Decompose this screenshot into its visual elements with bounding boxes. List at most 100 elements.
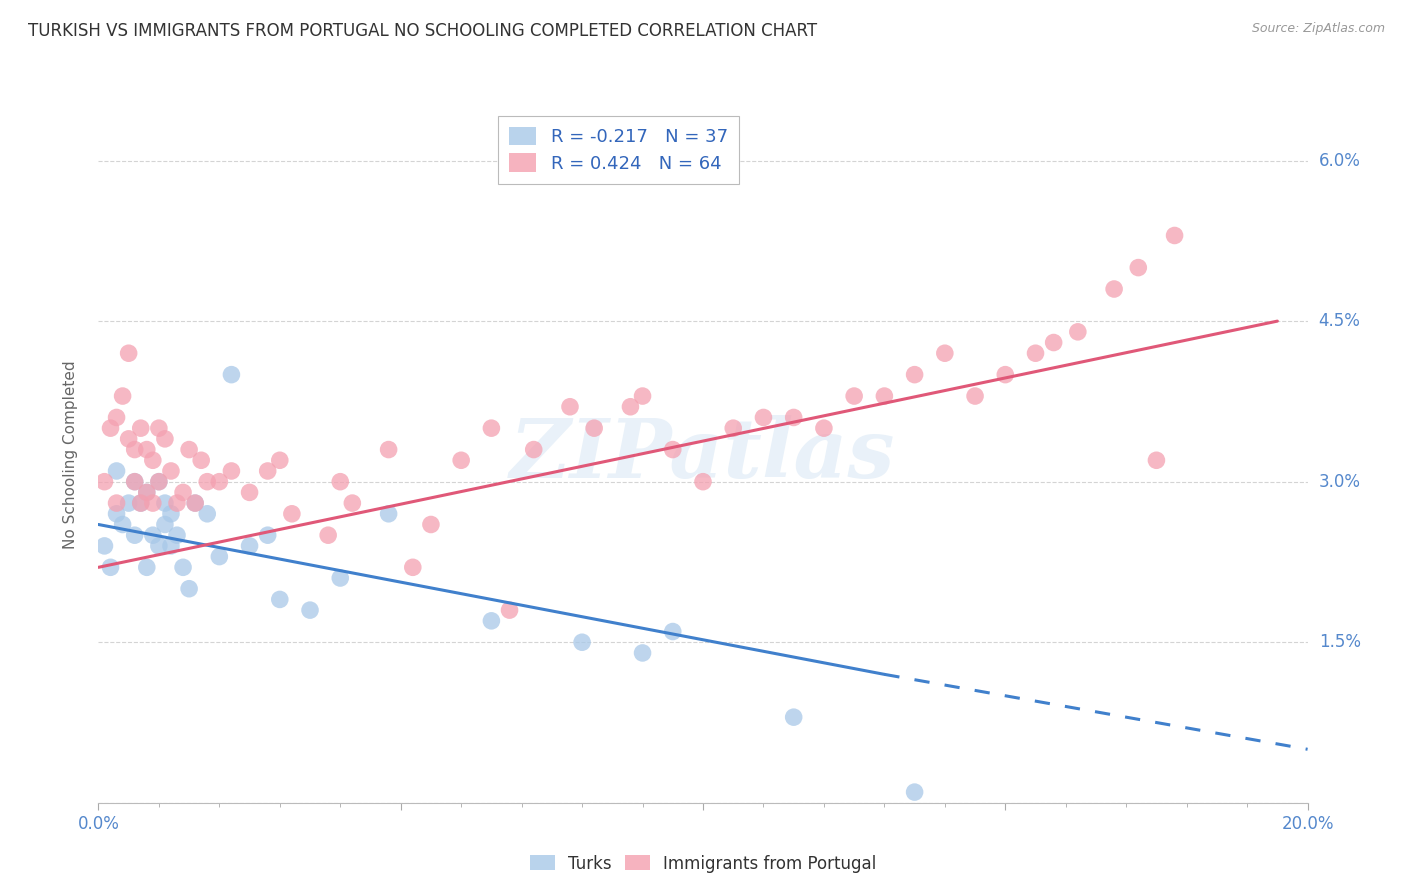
Point: [135, 485, 157, 500]
Point: [153, 432, 176, 446]
Point: [190, 453, 212, 467]
Point: [153, 517, 176, 532]
Point: [571, 635, 593, 649]
Point: [118, 346, 141, 360]
Legend: R = -0.217   N = 37, R = 0.424   N = 64: R = -0.217 N = 37, R = 0.424 N = 64: [498, 116, 738, 184]
Text: 6.0%: 6.0%: [1319, 152, 1361, 169]
Point: [105, 496, 128, 510]
Point: [129, 496, 152, 510]
Point: [148, 421, 170, 435]
Point: [160, 507, 183, 521]
Point: [184, 496, 207, 510]
Point: [498, 603, 520, 617]
Point: [208, 475, 231, 489]
Point: [184, 496, 207, 510]
Point: [1163, 228, 1185, 243]
Point: [118, 432, 141, 446]
Point: [105, 507, 128, 521]
Legend: Turks, Immigrants from Portugal: Turks, Immigrants from Portugal: [523, 848, 883, 880]
Point: [419, 517, 441, 532]
Point: [269, 453, 291, 467]
Point: [1067, 325, 1090, 339]
Point: [153, 496, 176, 510]
Point: [721, 421, 744, 435]
Point: [631, 389, 654, 403]
Point: [177, 582, 201, 596]
Point: [105, 464, 128, 478]
Point: [904, 368, 927, 382]
Point: [661, 442, 683, 457]
Point: [994, 368, 1017, 382]
Point: [124, 442, 146, 457]
Point: [377, 507, 399, 521]
Point: [166, 496, 188, 510]
Point: [281, 507, 304, 521]
Point: [111, 517, 134, 532]
Y-axis label: No Schooling Completed: No Schooling Completed: [63, 360, 77, 549]
Point: [583, 421, 606, 435]
Point: [195, 507, 218, 521]
Text: ZIPatlas: ZIPatlas: [510, 415, 896, 495]
Text: Source: ZipAtlas.com: Source: ZipAtlas.com: [1251, 22, 1385, 36]
Point: [124, 475, 146, 489]
Point: [402, 560, 425, 574]
Point: [558, 400, 581, 414]
Point: [195, 475, 218, 489]
Point: [111, 389, 134, 403]
Point: [148, 475, 170, 489]
Point: [844, 389, 866, 403]
Point: [1024, 346, 1046, 360]
Point: [135, 560, 157, 574]
Text: TURKISH VS IMMIGRANTS FROM PORTUGAL NO SCHOOLING COMPLETED CORRELATION CHART: TURKISH VS IMMIGRANTS FROM PORTUGAL NO S…: [28, 22, 817, 40]
Text: 4.5%: 4.5%: [1319, 312, 1361, 330]
Point: [904, 785, 927, 799]
Point: [752, 410, 775, 425]
Point: [148, 475, 170, 489]
Point: [105, 410, 128, 425]
Point: [172, 485, 194, 500]
Point: [129, 496, 152, 510]
Point: [523, 442, 546, 457]
Point: [160, 539, 183, 553]
Point: [873, 389, 896, 403]
Point: [124, 528, 146, 542]
Point: [481, 421, 503, 435]
Point: [221, 464, 243, 478]
Point: [208, 549, 231, 564]
Point: [100, 421, 122, 435]
Point: [965, 389, 987, 403]
Point: [661, 624, 683, 639]
Point: [160, 464, 183, 478]
Point: [239, 539, 262, 553]
Point: [481, 614, 503, 628]
Point: [329, 571, 352, 585]
Point: [269, 592, 291, 607]
Point: [1128, 260, 1150, 275]
Point: [1102, 282, 1125, 296]
Point: [1144, 453, 1167, 467]
Point: [631, 646, 654, 660]
Point: [692, 475, 714, 489]
Point: [93, 475, 115, 489]
Point: [166, 528, 188, 542]
Point: [342, 496, 364, 510]
Point: [377, 442, 399, 457]
Point: [93, 539, 115, 553]
Point: [142, 453, 165, 467]
Point: [934, 346, 956, 360]
Point: [450, 453, 472, 467]
Point: [135, 485, 157, 500]
Text: 1.5%: 1.5%: [1319, 633, 1361, 651]
Point: [619, 400, 641, 414]
Point: [118, 496, 141, 510]
Point: [100, 560, 122, 574]
Point: [1042, 335, 1064, 350]
Point: [329, 475, 352, 489]
Point: [221, 368, 243, 382]
Point: [256, 528, 278, 542]
Point: [299, 603, 322, 617]
Point: [316, 528, 339, 542]
Point: [782, 710, 804, 724]
Text: 3.0%: 3.0%: [1319, 473, 1361, 491]
Point: [177, 442, 201, 457]
